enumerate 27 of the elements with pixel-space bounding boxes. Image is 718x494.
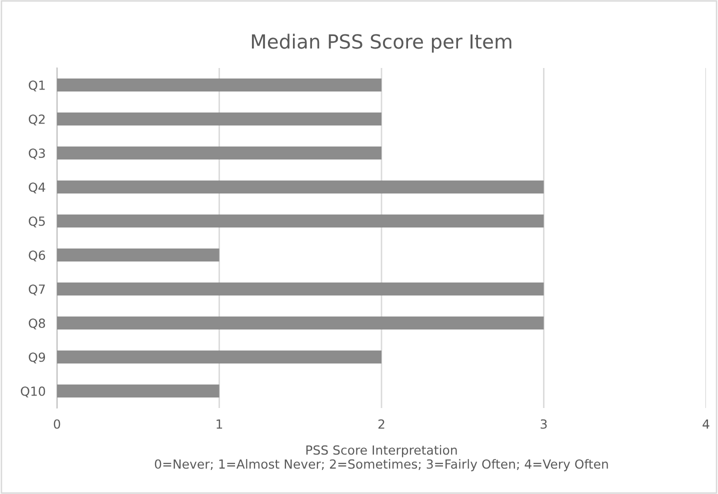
bar xyxy=(57,112,382,126)
y-tick-label: Q10 xyxy=(20,386,46,398)
y-tick-label: Q4 xyxy=(28,182,46,194)
bar xyxy=(57,384,220,398)
x-tick-label: 0 xyxy=(54,419,60,429)
bar xyxy=(57,316,544,330)
bar xyxy=(57,282,544,296)
y-tick-label: Q6 xyxy=(28,250,46,262)
y-tick-label: Q3 xyxy=(28,148,45,160)
bar xyxy=(57,248,220,262)
x-tick-label: 3 xyxy=(540,419,547,429)
bar xyxy=(57,180,544,194)
chart-title: Median PSS Score per Item xyxy=(252,34,512,53)
x-tick-label: 4 xyxy=(702,419,710,429)
bar xyxy=(57,350,382,364)
x-tick-label: 1 xyxy=(216,419,222,429)
bar xyxy=(57,78,382,92)
y-tick-label: Q8 xyxy=(28,318,46,330)
y-tick-label: Q7 xyxy=(28,284,45,296)
x-tick-label: 2 xyxy=(378,419,384,429)
bar xyxy=(57,146,382,160)
y-tick-label: Q9 xyxy=(28,352,46,364)
y-tick-label: Q2 xyxy=(28,114,45,126)
bar xyxy=(57,214,544,228)
x-axis-title: PSS Score Interpretation 0=Never; 1=Almost Never; 2=Sometimes; 3=Fairly Often; 4=Very Often xyxy=(154,445,608,472)
y-tick-label: Q1 xyxy=(28,80,45,92)
y-tick-label: Q5 xyxy=(28,216,45,228)
